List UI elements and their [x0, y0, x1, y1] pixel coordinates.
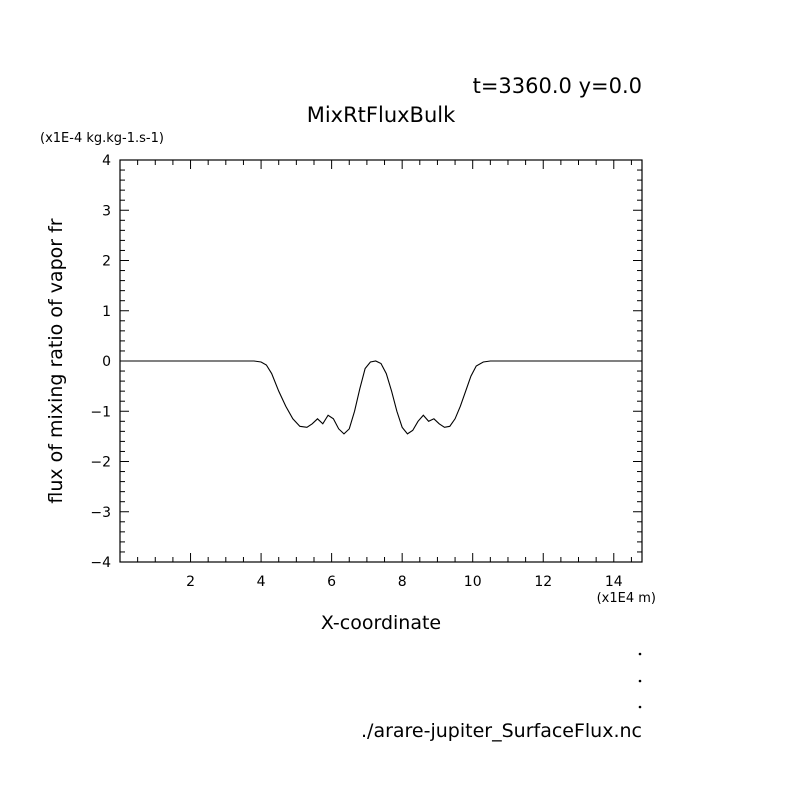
y-axis-unit: (x1E-4 kg.kg-1.s-1)	[40, 131, 164, 146]
x-tick-label: 2	[186, 574, 195, 590]
time-info: t=3360.0 y=0.0	[473, 74, 642, 98]
x-tick-label: 12	[534, 574, 552, 590]
x-tick-label: 10	[464, 574, 482, 590]
x-tick-label: 8	[398, 574, 407, 590]
y-tick-label: 4	[102, 153, 111, 169]
series-line	[120, 360, 642, 435]
source-filename: ./arare-jupiter_SurfaceFlux.nc	[361, 720, 642, 742]
corner-dot	[638, 679, 642, 683]
x-tick-label: 4	[257, 574, 266, 590]
y-tick-label: −3	[90, 505, 111, 521]
x-axis-label: X-coordinate	[321, 612, 441, 634]
y-tick-label: 3	[102, 203, 111, 219]
y-tick-label: 2	[102, 254, 111, 270]
y-tick-label: −1	[90, 404, 111, 420]
y-axis-label: flux of mixing ratio of vapor fr	[45, 218, 67, 503]
corner-dot	[638, 705, 642, 709]
corner-dot	[638, 652, 642, 656]
x-axis-unit: (x1E4 m)	[597, 591, 656, 606]
chart-title: MixRtFluxBulk	[307, 103, 456, 127]
x-tick-label: 14	[605, 574, 623, 590]
axis-ticks	[120, 160, 642, 562]
y-tick-label: −2	[90, 455, 111, 471]
y-tick-label: −4	[90, 555, 111, 571]
y-tick-label: 0	[102, 354, 111, 370]
x-tick-label: 6	[327, 574, 336, 590]
y-tick-label: 1	[102, 304, 111, 320]
